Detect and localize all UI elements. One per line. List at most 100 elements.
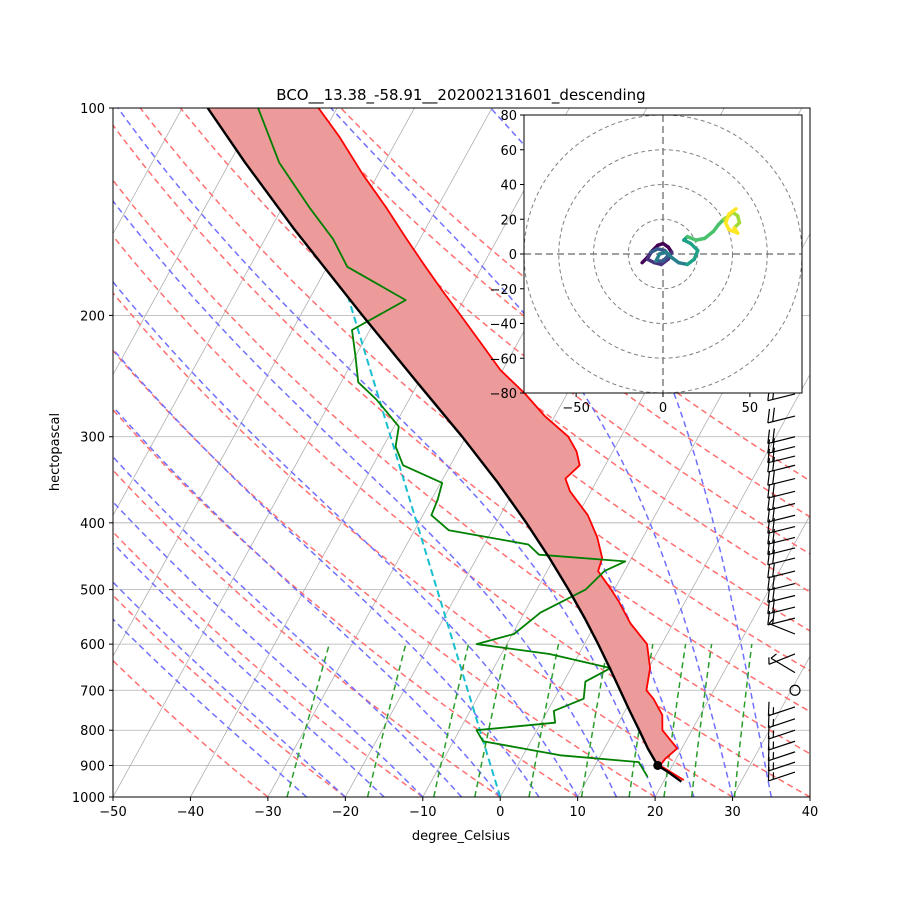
y-tick-label: 100 [80,102,105,117]
isotherm-gridline [809,796,810,797]
wind-barb [770,653,796,674]
wind-barb [767,609,796,626]
hodograph-x-tick-label: 0 [659,401,667,416]
dry-adiabat [113,594,346,797]
x-tick-label: −10 [409,805,436,820]
x-tick-label: 40 [802,805,819,820]
wind-barb [767,470,796,486]
mixing-ratio-line [366,643,407,797]
chart-title: BCO__13.38_-58.91__202002131601_descendi… [276,86,645,105]
x-tick-label: −30 [254,805,281,820]
hodograph-y-tick-label: 60 [500,144,517,159]
x-tick-label: −40 [177,805,204,820]
dry-adiabat [113,408,579,797]
y-tick-label: 400 [80,517,105,532]
hodograph-y-tick-label: 0 [509,248,517,263]
wind-barb [767,713,796,729]
x-tick-label: −50 [99,805,126,820]
hodograph-y-tick-label: −60 [490,352,517,367]
lcl-marker [653,760,663,770]
moist-adiabat [113,280,579,797]
x-tick-label: −20 [332,805,359,820]
hodograph-x-tick-label: −50 [562,401,589,416]
wind-barb [767,456,796,473]
y-tick-label: 1000 [72,791,105,806]
dry-adiabat [113,469,501,797]
mixing-ratio-line [433,643,470,797]
isotherm-gridline [499,232,810,797]
hodograph-y-tick-label: −80 [490,387,517,402]
moist-adiabat [113,405,501,797]
wind-barb [767,495,796,511]
wind-barb [767,518,796,534]
hodograph-trace [702,229,716,241]
mixing-ratio-line [580,643,609,797]
isotherm-gridline [732,655,810,797]
wind-barb [767,447,796,464]
moist-adiabat [117,108,656,797]
hodograph-y-tick-label: 20 [500,213,517,228]
hodograph-x-tick-label: 50 [742,401,759,416]
isotherm-gridline [190,108,570,797]
mixing-ratio-line [690,643,713,797]
moist-adiabat [113,348,540,797]
y-tick-label: 200 [80,309,105,324]
x-tick-label: 0 [496,805,504,820]
plot-frame [112,107,811,798]
moist-adiabat [113,581,346,797]
dry-adiabat [113,234,810,797]
isotherm-gridline [113,108,260,376]
wind-barb-calm [789,684,801,696]
mixing-ratio-line [733,644,753,797]
moist-adiabat [113,500,424,797]
x-axis-label: degree_Celsius [412,829,510,844]
isotherm-gridline [113,108,493,797]
moist-adiabat [113,199,618,797]
wind-barb [767,539,796,556]
wind-barb [767,549,796,566]
dewpoint-profile [257,108,649,778]
mixing-ratio-line [474,643,509,797]
wind-barb [767,587,796,603]
moist-adiabat [113,542,385,797]
x-tick-label: 30 [724,805,741,820]
y-tick-label: 300 [80,431,105,446]
y-axis-label: hectopascal [48,413,63,491]
dry-adiabat [113,530,424,797]
y-tick-label: 900 [80,759,105,774]
dry-adiabat [113,659,269,797]
wind-barb [767,598,796,615]
wind-barbs [767,220,801,782]
hodograph-y-tick-label: −20 [490,283,517,298]
moist-adiabat [113,618,308,797]
wind-barb [767,701,796,717]
dry-adiabat [113,349,656,797]
temperature-profile [317,108,685,781]
mixing-ratio-line [286,643,331,797]
wind-barb [767,438,796,454]
x-tick-label: 20 [647,805,664,820]
y-tick-label: 800 [80,724,105,739]
y-tick-label: 500 [80,584,105,599]
x-tick-label: 10 [569,805,586,820]
y-tick-label: 700 [80,684,105,699]
wind-barb [767,506,796,523]
wind-barb [767,428,796,445]
wind-barb [767,562,796,579]
isotherm-gridline [113,108,338,517]
wind-barb [768,653,796,665]
hodograph-y-tick-label: −40 [490,318,517,333]
hodograph-y-tick-label: 80 [500,109,517,124]
parcel-profile [206,108,683,783]
dry-adiabat [139,108,810,672]
wind-barb [767,407,796,424]
isotherm-gridline [654,514,810,797]
wind-barb [767,529,796,545]
mixing-ratio-line [528,643,560,797]
isotherm-gridline [0,108,27,797]
moist-adiabat [490,108,773,797]
hodograph-inset: −50 0 50 80 60 40 20 0 −20 −40 −60 −80 [490,109,803,416]
mixing-ratio-line [663,643,687,797]
hodograph-trace [727,207,738,216]
